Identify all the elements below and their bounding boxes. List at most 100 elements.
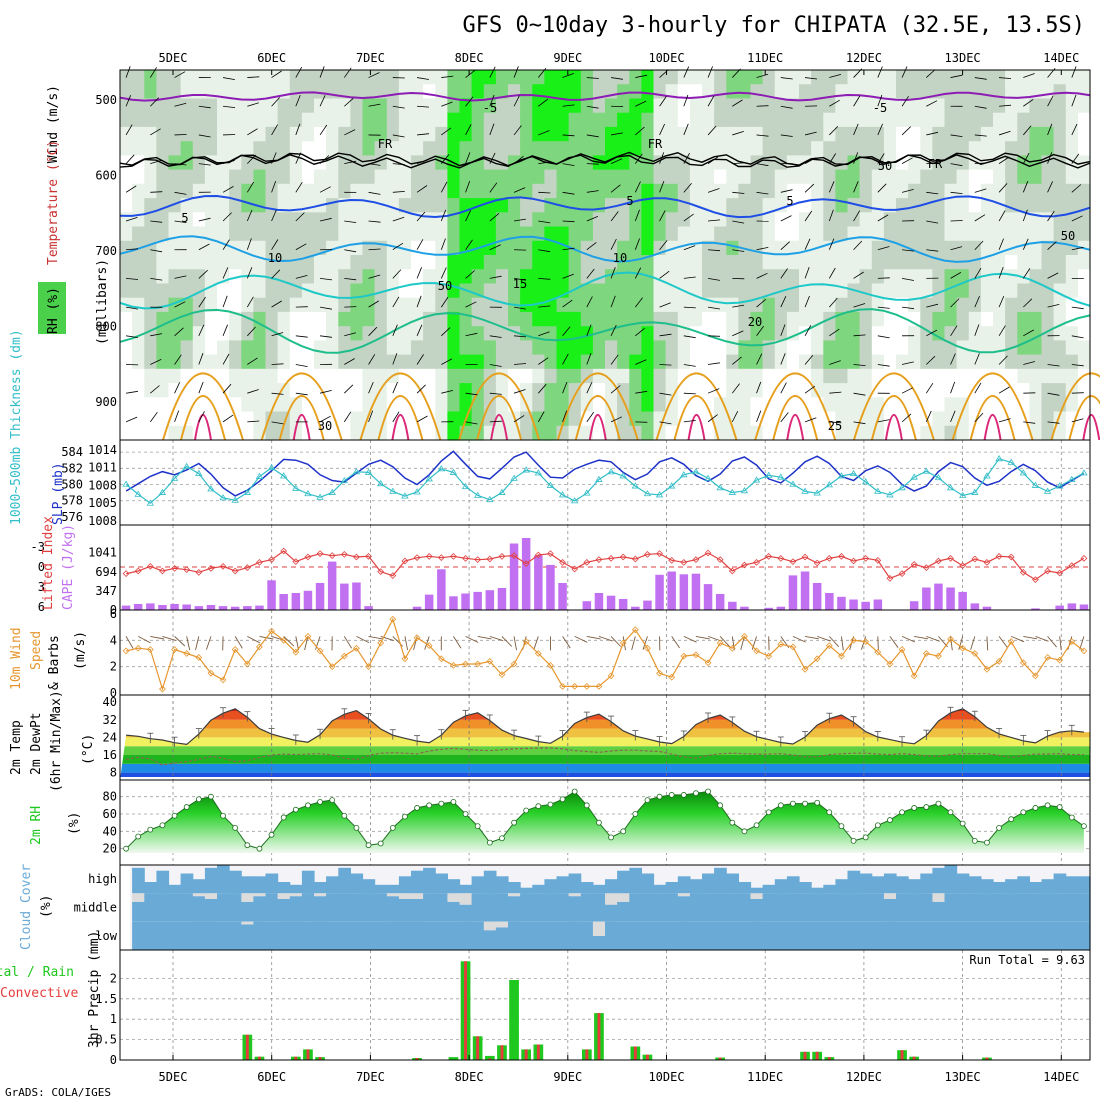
precip-tick: 2: [110, 971, 117, 985]
rh-marker: [305, 802, 311, 809]
rh-cell: [641, 70, 655, 85]
cloud-clear-cell: [192, 893, 206, 897]
cloud-cell: [702, 921, 715, 950]
rh-cell: [350, 198, 364, 213]
precip-conv-bar: [476, 1036, 480, 1060]
wind-marker: [753, 647, 760, 655]
cloud-cell: [386, 884, 400, 894]
wind-barb: [320, 278, 333, 281]
rh-cell: [871, 141, 885, 156]
rh-cell: [144, 255, 157, 270]
wind-marker: [995, 658, 1003, 665]
rh-cell: [168, 283, 182, 299]
rh-cell: [859, 169, 873, 185]
rh-cell: [1005, 283, 1018, 299]
cloud-cell: [483, 870, 497, 894]
rh-cell: [908, 198, 921, 213]
contour-25: [162, 372, 244, 441]
rh-cell: [241, 383, 254, 398]
cloud-cell: [1017, 921, 1030, 950]
wind-ylabel-unit: (m/s): [73, 631, 88, 670]
wind-barb: [708, 362, 720, 365]
rh-cell: [908, 311, 921, 327]
cloud-clear-cell: [241, 921, 254, 925]
rh-cell: [908, 141, 921, 156]
rh-cell: [326, 169, 339, 185]
rh-cell: [811, 98, 824, 114]
rh-cell: [398, 84, 412, 99]
rh-cell: [338, 326, 351, 341]
rh-cell: [144, 411, 157, 427]
rh-cell: [859, 226, 873, 242]
rh-cell: [993, 354, 1006, 370]
rh-cell: [265, 354, 279, 370]
rh-cell: [774, 141, 788, 156]
rh-cell: [277, 226, 291, 242]
li-marker: [268, 556, 275, 564]
li-marker: [183, 566, 191, 574]
rh-cell: [241, 340, 254, 356]
rh-cell: [544, 126, 558, 142]
rh-cell: [835, 183, 849, 199]
rh-cell: [350, 84, 364, 99]
rh-cell: [156, 169, 170, 185]
rh-cell: [556, 297, 570, 313]
rh-cell: [204, 297, 218, 313]
wind-barb: [974, 240, 984, 250]
wind-barb: [683, 420, 696, 423]
rh-cell: [556, 126, 570, 142]
cloud-cell: [1029, 882, 1043, 894]
wind-barb: [1071, 418, 1084, 423]
rh-cell: [980, 297, 994, 313]
rh-cell: [1065, 169, 1079, 185]
wind-marker: [910, 672, 918, 680]
panel-frames: [119, 69, 1091, 1061]
rh-cell: [568, 226, 582, 242]
slp-marker: [389, 487, 397, 494]
cloud-cell: [847, 921, 861, 950]
cloud-cell: [520, 921, 533, 950]
cloud-cell: [180, 873, 194, 894]
rh-cell: [932, 169, 946, 185]
rh-cell: [944, 198, 958, 213]
wind-barb: [295, 181, 303, 193]
wind-barb: [828, 181, 835, 193]
cloud-clear-cell: [883, 893, 897, 899]
li-marker: [231, 567, 239, 575]
slp-marker: [849, 469, 858, 477]
rh-cell: [362, 326, 376, 341]
rh-cell: [811, 141, 824, 156]
rh-cell: [617, 311, 630, 327]
wind-barb: [780, 296, 787, 308]
rh-cell: [374, 212, 388, 228]
rh-cell: [508, 141, 521, 156]
rh-cell: [168, 354, 182, 370]
cloud-cell: [1053, 893, 1067, 922]
rh-cell: [920, 240, 933, 256]
wind-marker: [243, 660, 251, 668]
wind-barb: [683, 364, 696, 367]
cloud-cell: [956, 873, 970, 894]
contour-25-inner: [772, 395, 819, 441]
rh-cell: [847, 198, 861, 213]
rh-cell: [956, 368, 970, 384]
rh-cell: [677, 226, 691, 242]
rh-cell: [847, 397, 861, 413]
wind-barb: [853, 210, 861, 222]
cloud-cell: [1041, 879, 1055, 894]
rh-cell: [702, 354, 715, 370]
rh-marker: [899, 809, 905, 816]
wind-barb: [998, 418, 1011, 423]
rh-cell: [908, 297, 921, 313]
rh-cell: [665, 397, 679, 413]
wind-barb: [877, 277, 890, 279]
wind-barb: [853, 152, 859, 164]
rh-cell: [253, 169, 267, 185]
rh-cell: [374, 269, 388, 284]
surface-barb: [404, 636, 409, 651]
li-marker: [462, 554, 469, 562]
rh-cell: [932, 340, 946, 356]
rh-cell: [968, 283, 982, 299]
rh-cell: [726, 112, 739, 128]
rh-cell: [411, 126, 424, 142]
